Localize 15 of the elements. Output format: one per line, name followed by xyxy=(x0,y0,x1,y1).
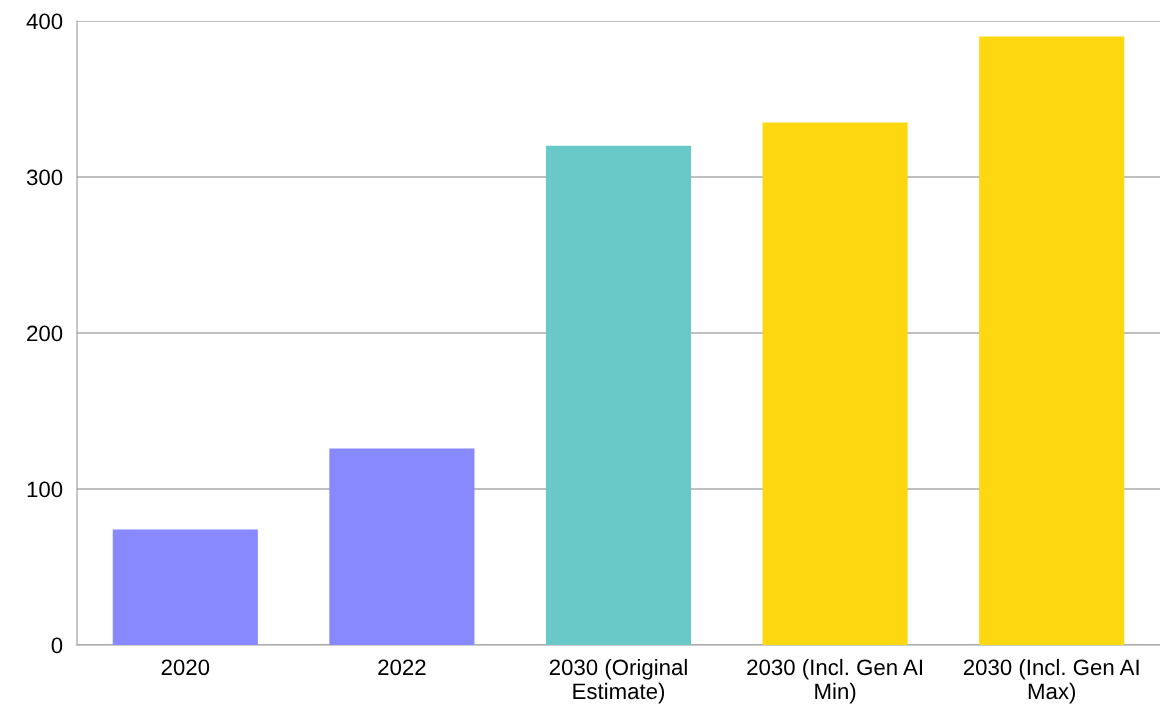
y-tick-label: 0 xyxy=(51,637,63,654)
bar xyxy=(112,529,258,645)
x-tick-label: 2030 (Incl. Gen AI Max) xyxy=(963,658,1139,704)
x-tick-label: 2030 (Incl. Gen AI Min) xyxy=(747,658,922,704)
y-tick-label: 400 xyxy=(26,13,63,30)
bar xyxy=(329,448,475,645)
x-tick-label: 2022 xyxy=(378,659,426,676)
y-tick-label: 300 xyxy=(26,169,63,186)
bar xyxy=(762,122,908,645)
bar xyxy=(979,36,1125,645)
x-tick-label: 2020 xyxy=(161,659,210,676)
bar xyxy=(545,145,692,645)
y-tick-label: 100 xyxy=(27,481,63,498)
y-tick-label: 200 xyxy=(27,325,63,342)
x-tick-label: 2030 (Original Estimate) xyxy=(549,658,687,704)
